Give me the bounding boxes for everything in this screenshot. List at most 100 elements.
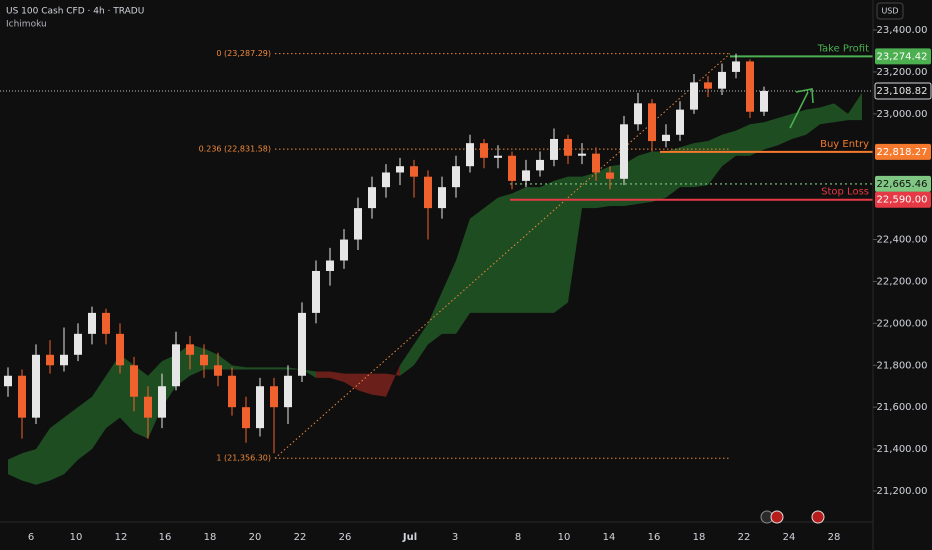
event-icon[interactable]: [811, 510, 825, 524]
candle-body: [424, 176, 432, 209]
candle-body: [690, 82, 698, 110]
candle-body: [382, 172, 390, 188]
cloud-segment: [638, 151, 652, 204]
candle-body: [634, 103, 642, 125]
candle-body: [354, 208, 362, 240]
price-tag-label: 23,274.42: [877, 51, 928, 62]
cloud-segment: [288, 367, 302, 370]
x-tick-label: 16: [159, 532, 172, 543]
price-tag: [875, 191, 931, 208]
cloud-segment: [708, 134, 722, 186]
cloud-segment: [778, 113, 792, 146]
cloud-segment: [652, 151, 666, 202]
x-tick-label: 22: [738, 532, 751, 543]
candle-body: [746, 61, 754, 112]
cloud-segment: [834, 103, 848, 123]
candle-body: [32, 354, 40, 418]
cloud-segment: [400, 344, 414, 376]
cloud-segment: [568, 176, 582, 303]
currency-box[interactable]: [876, 2, 904, 20]
cloud-segment: [386, 365, 400, 397]
y-tick-label: 21,800.00: [877, 360, 928, 371]
candle-body: [200, 354, 208, 366]
candle-body: [648, 103, 656, 142]
cloud-segment: [736, 124, 750, 156]
cloud-segment: [274, 367, 288, 370]
overlay-layer: 0 (23,287.29) 0.236 (22,831.58) 1 (21,356.…: [0, 49, 873, 463]
cloud-segment: [8, 453, 22, 481]
candle-body: [718, 71, 726, 89]
candle-body: [662, 134, 670, 142]
cloud-segment: [36, 428, 50, 485]
cloud-segment: [764, 118, 778, 150]
candle-body: [256, 386, 264, 429]
level-label: Buy Entry: [820, 139, 869, 150]
cloud-segment: [50, 417, 64, 481]
candle-body: [228, 375, 236, 408]
candle-body: [452, 166, 460, 188]
candle-body: [760, 91, 768, 112]
cloud-segment: [694, 141, 708, 188]
cloud-segment: [358, 373, 372, 395]
level-label: Take Profit: [817, 43, 870, 54]
x-tick-label: 8: [515, 532, 521, 543]
x-tick-label: Jul: [402, 532, 417, 543]
price-tag-label: 22,665.46: [877, 179, 928, 190]
y-tick-label: 23,200.00: [877, 67, 928, 78]
y-tick-label: 23,000.00: [877, 109, 928, 120]
candle-body: [116, 333, 124, 366]
x-tick-label: 14: [603, 532, 616, 543]
candle-body: [88, 312, 96, 334]
x-tick-label: 22: [294, 532, 307, 543]
event-icon[interactable]: [770, 510, 784, 524]
cloud-segment: [666, 147, 680, 198]
cloud-segment: [456, 218, 470, 334]
x-tick-label: 18: [204, 532, 217, 543]
cloud-segment: [680, 143, 694, 188]
candle-body: [74, 333, 82, 355]
candle-body: [396, 166, 404, 173]
candle-body: [522, 170, 530, 181]
x-tick-label: 18: [693, 532, 706, 543]
cloud-segment: [372, 373, 386, 397]
x-tick-label: 10: [558, 532, 571, 543]
candle-body: [732, 61, 740, 72]
cloud-segment: [232, 365, 246, 370]
price-tag: [875, 175, 931, 192]
cloud-segment: [820, 103, 834, 125]
candle-body: [18, 375, 26, 418]
y-tick-label: 21,600.00: [877, 402, 928, 413]
candle-body: [564, 138, 572, 156]
price-tag-label: 22,590.00: [877, 195, 928, 206]
currency-label: USD: [881, 7, 898, 16]
cloud-segment: [750, 122, 764, 156]
candle-body: [606, 172, 614, 179]
candle-body: [4, 375, 12, 387]
candle-body: [242, 407, 250, 429]
x-tick-label: 3: [452, 532, 458, 543]
x-tick-label: 24: [783, 532, 796, 543]
candle-body: [438, 187, 446, 209]
fib-label: 0.236 (22,831.58): [199, 145, 271, 154]
candle-body: [340, 239, 348, 261]
cloud-segment: [806, 107, 820, 135]
y-tick-label: 21,200.00: [877, 486, 928, 497]
candle-body: [130, 365, 138, 397]
cloud-segment: [260, 367, 274, 370]
y-tick-label: 21,400.00: [877, 444, 928, 455]
cloud-segment: [92, 375, 106, 450]
x-tick-label: 16: [648, 532, 661, 543]
candle-body: [494, 155, 502, 158]
cloud-segment: [582, 172, 596, 209]
candle-body: [158, 386, 166, 418]
candle-body: [284, 375, 292, 408]
candle-body: [466, 143, 474, 167]
cloud-segment: [484, 197, 498, 313]
x-tick-label: 28: [828, 532, 841, 543]
cloud-segment: [246, 367, 260, 370]
cloud-segment: [792, 109, 806, 139]
cloud-segment: [470, 208, 484, 313]
candle-body: [312, 270, 320, 313]
candle-body: [214, 365, 222, 376]
